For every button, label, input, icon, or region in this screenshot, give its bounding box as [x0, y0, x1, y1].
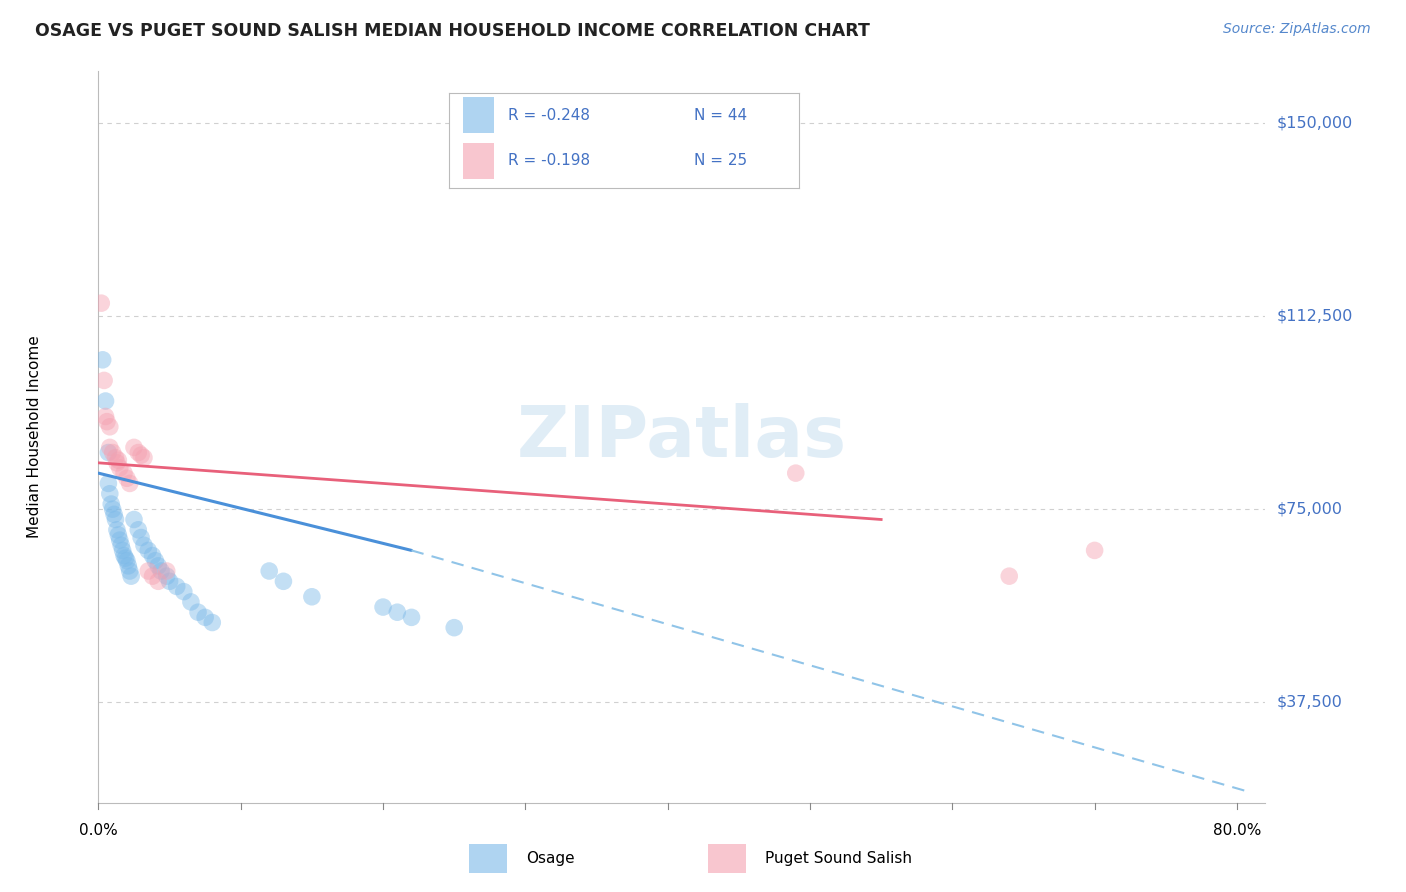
Point — [97, 445, 120, 459]
Point — [127, 523, 149, 537]
Text: Puget Sound Salish: Puget Sound Salish — [765, 851, 912, 866]
Point — [110, 538, 132, 552]
Bar — [463, 143, 494, 179]
Point — [129, 448, 152, 462]
Point — [148, 558, 170, 573]
Bar — [707, 844, 747, 873]
Point — [118, 476, 141, 491]
Point — [105, 456, 128, 470]
Point — [100, 497, 122, 511]
Point — [101, 502, 124, 516]
Point — [201, 615, 224, 630]
Point — [998, 569, 1021, 583]
Point — [127, 445, 149, 459]
Point — [141, 569, 163, 583]
Text: $150,000: $150,000 — [1277, 115, 1353, 130]
Point — [1084, 543, 1107, 558]
Point — [107, 528, 129, 542]
Text: N = 25: N = 25 — [693, 153, 747, 169]
Point — [387, 605, 409, 619]
Point — [103, 508, 125, 522]
Point — [141, 549, 163, 563]
Point — [136, 564, 159, 578]
Point — [150, 564, 173, 578]
Point — [90, 296, 112, 310]
Text: R = -0.248: R = -0.248 — [508, 108, 591, 123]
Point — [108, 533, 131, 547]
Bar — [468, 844, 508, 873]
Point — [194, 610, 217, 624]
Text: Osage: Osage — [526, 851, 575, 866]
Point — [108, 461, 131, 475]
Point — [93, 373, 115, 387]
Point — [91, 352, 114, 367]
Point — [159, 574, 181, 589]
Point — [257, 564, 280, 578]
Point — [273, 574, 295, 589]
Text: R = -0.198: R = -0.198 — [508, 153, 591, 169]
Point — [98, 441, 121, 455]
Point — [785, 466, 807, 480]
Text: 0.0%: 0.0% — [79, 823, 118, 838]
Point — [118, 564, 141, 578]
Text: 80.0%: 80.0% — [1213, 823, 1261, 838]
Point — [120, 569, 142, 583]
Text: OSAGE VS PUGET SOUND SALISH MEDIAN HOUSEHOLD INCOME CORRELATION CHART: OSAGE VS PUGET SOUND SALISH MEDIAN HOUSE… — [35, 22, 870, 40]
Point — [104, 450, 127, 465]
Text: N = 44: N = 44 — [693, 108, 747, 123]
Text: $112,500: $112,500 — [1277, 309, 1353, 324]
Point — [114, 551, 136, 566]
Point — [132, 538, 155, 552]
Point — [148, 574, 170, 589]
Bar — [463, 97, 494, 133]
Point — [371, 600, 394, 615]
Point — [132, 450, 155, 465]
Text: Median Household Income: Median Household Income — [27, 335, 42, 539]
Point — [96, 415, 118, 429]
Point — [94, 409, 117, 424]
Point — [143, 554, 166, 568]
Point — [129, 531, 152, 545]
Point — [94, 394, 117, 409]
Point — [136, 543, 159, 558]
Point — [117, 558, 139, 573]
Point — [443, 621, 465, 635]
Point — [111, 543, 134, 558]
Text: ZIPatlas: ZIPatlas — [517, 402, 846, 472]
Point — [301, 590, 323, 604]
Point — [101, 445, 124, 459]
Point — [98, 487, 121, 501]
Point — [122, 441, 145, 455]
Point — [115, 471, 138, 485]
Point — [112, 549, 135, 563]
Text: $37,500: $37,500 — [1277, 695, 1343, 710]
Text: Source: ZipAtlas.com: Source: ZipAtlas.com — [1223, 22, 1371, 37]
Point — [122, 512, 145, 526]
Point — [173, 584, 195, 599]
Point — [166, 579, 188, 593]
Point — [187, 605, 209, 619]
Point — [112, 466, 135, 480]
Text: $75,000: $75,000 — [1277, 501, 1343, 516]
Point — [105, 523, 128, 537]
Point — [180, 595, 202, 609]
Point — [156, 564, 179, 578]
Point — [115, 554, 138, 568]
Point — [401, 610, 423, 624]
Point — [97, 476, 120, 491]
Point — [104, 512, 127, 526]
Point — [156, 569, 179, 583]
Point — [98, 419, 121, 434]
Point — [107, 453, 129, 467]
